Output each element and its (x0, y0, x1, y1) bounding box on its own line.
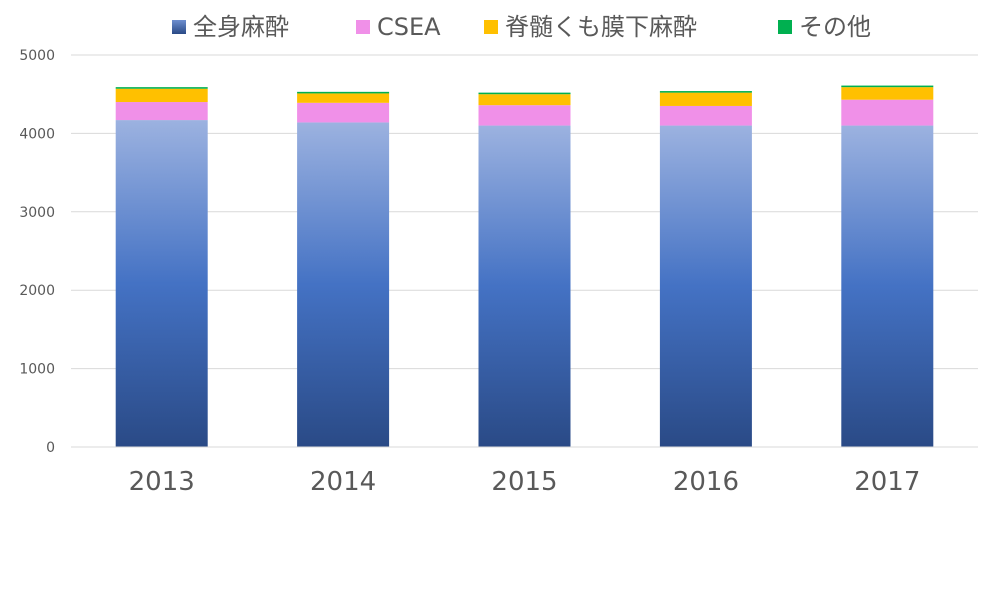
bar-segment-general-anesthesia-2013 (115, 120, 208, 448)
bar-segment-other-2016 (659, 91, 752, 93)
y-tick-label: 4000 (19, 126, 55, 142)
bar-segment-spinal-anesthesia-2017 (841, 87, 934, 100)
legend-label: その他 (799, 13, 871, 41)
legend-swatch (172, 20, 186, 34)
bar-segment-csea-2017 (841, 99, 934, 126)
y-axis: 0 1000 2000 3000 4000 5000 (19, 48, 55, 456)
x-tick-label: 2013 (129, 467, 195, 497)
legend-item-csea: CSEA (356, 13, 441, 41)
legend-label: CSEA (377, 13, 441, 41)
bar-segment-spinal-anesthesia-2013 (115, 88, 208, 103)
bar-segment-csea-2014 (297, 102, 390, 123)
x-tick-label: 2014 (310, 467, 376, 497)
legend-item-spinal-anesthesia: 脊髄くも膜下麻酔 (484, 13, 697, 41)
bar-segment-csea-2016 (659, 105, 752, 126)
legend-item-other: その他 (778, 13, 871, 41)
legend-label: 脊髄くも膜下麻酔 (505, 13, 697, 41)
bar-segment-other-2017 (841, 85, 934, 88)
y-tick-label: 0 (46, 440, 55, 456)
legend-swatch (484, 20, 498, 34)
bar-segment-csea-2015 (478, 105, 571, 126)
bar-segment-spinal-anesthesia-2014 (297, 93, 390, 103)
bar-segment-general-anesthesia-2014 (297, 122, 390, 447)
bars (115, 85, 934, 448)
legend-swatch (778, 20, 792, 34)
bar-segment-general-anesthesia-2017 (841, 125, 934, 447)
bar-segment-other-2013 (115, 87, 208, 89)
y-tick-label: 2000 (19, 283, 55, 299)
x-tick-label: 2016 (673, 467, 739, 497)
legend-swatch (356, 20, 370, 34)
bar-segment-general-anesthesia-2015 (478, 125, 571, 447)
bar-segment-other-2014 (297, 91, 390, 94)
bar-segment-general-anesthesia-2016 (659, 125, 752, 447)
bar-segment-spinal-anesthesia-2015 (478, 94, 571, 106)
bar-segment-other-2015 (478, 92, 571, 95)
x-axis: 2013 2014 2015 2016 2017 (71, 446, 978, 497)
legend-item-general-anesthesia: 全身麻酔 (172, 13, 289, 41)
bar-segment-spinal-anesthesia-2016 (659, 92, 752, 106)
y-tick-label: 3000 (19, 205, 55, 221)
y-tick-label: 1000 (19, 362, 55, 378)
x-tick-label: 2017 (854, 467, 920, 497)
y-tick-label: 5000 (19, 48, 55, 64)
legend-label: 全身麻酔 (193, 13, 289, 41)
legend: 全身麻酔 CSEA 脊髄くも膜下麻酔 その他 (172, 13, 871, 41)
x-tick-label: 2015 (491, 467, 557, 497)
bar-segment-csea-2013 (115, 102, 208, 121)
